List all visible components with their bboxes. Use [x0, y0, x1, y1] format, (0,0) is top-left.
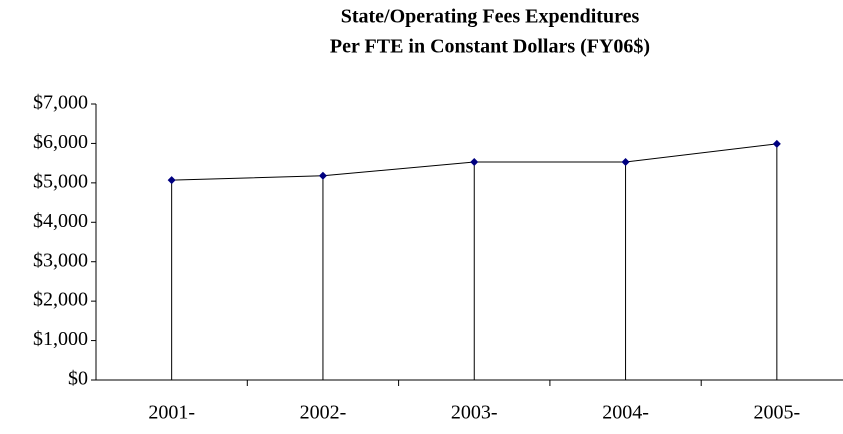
x-tick-label: 2005- [754, 402, 801, 424]
marker [772, 139, 781, 148]
x-tick-label: 2004- [602, 402, 649, 424]
marker [621, 157, 630, 166]
x-tick-label: 2003- [451, 402, 498, 424]
x-tick-label: 2001- [148, 402, 195, 424]
marker [167, 176, 176, 185]
y-tick-label: $4,000 [33, 210, 88, 232]
y-tick-label: $3,000 [33, 249, 88, 271]
y-tick-label: $0 [68, 368, 88, 390]
chart-title: State/Operating Fees Expenditures [341, 6, 640, 28]
y-tick-label: $2,000 [33, 289, 88, 311]
x-tick-label: 2002- [300, 402, 347, 424]
y-tick-label: $5,000 [33, 170, 88, 192]
marker [318, 171, 327, 180]
y-tick-label: $7,000 [33, 92, 88, 114]
marker [470, 157, 479, 166]
y-tick-label: $6,000 [33, 131, 88, 153]
y-tick-label: $1,000 [33, 328, 88, 350]
chart-title: Per FTE in Constant Dollars (FY06$) [330, 36, 650, 58]
